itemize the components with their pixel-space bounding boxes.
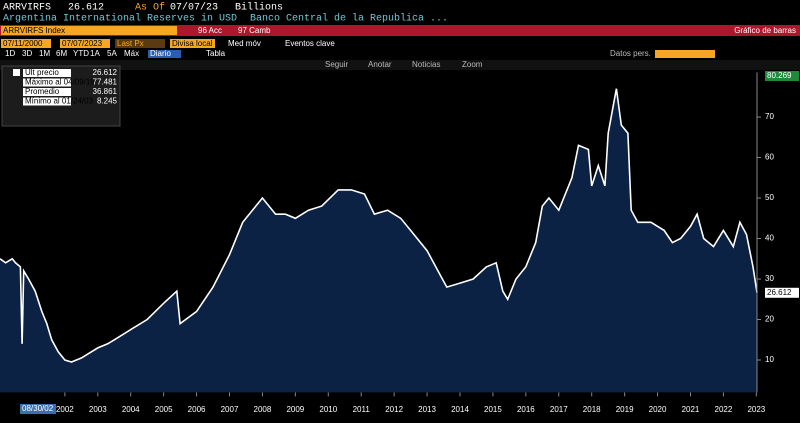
security[interactable]: ARRVIRFS Index <box>3 26 65 35</box>
price: 26.612 <box>68 3 104 14</box>
x-tick-label: 2011 <box>353 405 371 414</box>
x-tick-label: 2015 <box>484 405 502 414</box>
legend-label-bg <box>23 78 71 87</box>
period[interactable]: YTD <box>73 49 89 58</box>
as-of-label: As Of <box>135 2 165 14</box>
legend-value: 36.861 <box>93 87 118 96</box>
period[interactable]: 1M <box>39 49 50 58</box>
start-date[interactable]: 07/11/2000 <box>3 39 43 48</box>
moving-avg[interactable]: Med móv <box>228 39 261 48</box>
x-tick-label: 2007 <box>221 405 239 414</box>
x-tick-label: 2008 <box>254 405 272 414</box>
legend-value: 77.481 <box>93 78 118 87</box>
line <box>0 88 758 363</box>
area <box>0 88 757 393</box>
tool[interactable]: Seguir <box>325 60 348 69</box>
legend-label: Promedio <box>25 87 60 96</box>
tool[interactable]: Zoom <box>462 60 483 69</box>
frequency[interactable]: Diario <box>150 49 171 58</box>
end-date-box[interactable] <box>60 39 110 48</box>
last-value-label: 26.612 <box>767 288 792 297</box>
y-tick-label: 40 <box>765 234 774 243</box>
legend-label-bg <box>23 69 71 77</box>
toolbar-bar <box>0 25 800 36</box>
x-tick-label: 2005 <box>155 405 173 414</box>
table[interactable]: Tabla <box>206 49 226 58</box>
period[interactable]: 1D <box>5 49 15 58</box>
legend-label-bg <box>23 88 71 96</box>
x-tick-label: 2016 <box>517 405 535 414</box>
y-tick-label: 50 <box>765 193 774 202</box>
top-label-box <box>765 71 799 81</box>
last-value-box <box>765 287 799 298</box>
legend-label: Últ precio <box>25 68 59 77</box>
action[interactable]: 97 Camb <box>238 26 271 35</box>
cursor-date-box <box>20 404 56 414</box>
field[interactable]: Last Px <box>117 39 144 48</box>
top-label: 80.269 <box>767 71 792 80</box>
security-box[interactable] <box>1 26 177 35</box>
legend-value: 8.245 <box>97 97 118 106</box>
y-tick-label: 70 <box>765 112 774 121</box>
x-tick-label: 2010 <box>319 405 337 414</box>
period[interactable]: Máx <box>124 49 139 58</box>
frequency-box[interactable] <box>148 50 181 58</box>
description: Argentina International Reserves in USD <box>3 13 237 25</box>
currency-box[interactable] <box>170 39 215 48</box>
legend-label: Máximo al 04/09/19 <box>25 78 95 87</box>
x-tick-label: 2014 <box>451 405 469 414</box>
currency[interactable]: Divisa local <box>172 39 213 48</box>
x-tick-label: 2013 <box>418 405 436 414</box>
x-tick-label: 2003 <box>89 405 107 414</box>
x-tick-label: 2012 <box>385 405 403 414</box>
cursor-date: 08/30/02 <box>22 404 54 413</box>
x-tick-label: 2004 <box>122 405 140 414</box>
events[interactable]: Eventos clave <box>285 39 335 48</box>
x-tick-label: 2006 <box>188 405 206 414</box>
custom-data-box[interactable] <box>655 50 715 58</box>
y-tick-label: 10 <box>765 355 774 364</box>
as-of-date: 07/07/23 <box>170 2 218 14</box>
period[interactable]: 5A <box>107 49 117 58</box>
x-tick-label: 2002 <box>56 405 74 414</box>
period[interactable]: 1A <box>90 49 100 58</box>
x-tick-label: 2009 <box>286 405 304 414</box>
chart-type[interactable]: Gráfico de barras <box>734 26 796 35</box>
legend-label: Mínimo al 01/24/03 <box>25 97 94 106</box>
x-tick-label: 2020 <box>649 405 667 414</box>
x-tick-label: 2018 <box>583 405 601 414</box>
action[interactable]: 96 Acc <box>198 26 222 35</box>
y-tick-label: 60 <box>765 153 774 162</box>
x-tick-label: 2017 <box>550 405 568 414</box>
period[interactable]: 3D <box>22 49 32 58</box>
x-tick-label: 2022 <box>715 405 733 414</box>
start-date-box[interactable] <box>1 39 51 48</box>
legend-value: 26.612 <box>93 68 118 77</box>
chart-toolbar <box>0 60 800 70</box>
x-tick-label: 2023 <box>747 405 765 414</box>
source: Banco Central de la Republica ... <box>250 13 448 25</box>
x-tick-label: 2019 <box>616 405 634 414</box>
y-tick-label: 20 <box>765 315 774 324</box>
units: Billions <box>235 2 283 14</box>
tool[interactable]: Noticias <box>412 60 440 69</box>
end-date[interactable]: 07/07/2023 <box>62 39 103 48</box>
ticker: ARRVIRFS <box>3 3 51 14</box>
period[interactable]: 6M <box>56 49 67 58</box>
legend-swatch <box>13 69 20 76</box>
custom-data[interactable]: Datos pers. <box>610 49 651 58</box>
x-tick-label: 2021 <box>682 405 700 414</box>
field-box[interactable] <box>115 39 165 48</box>
y-tick-label: 30 <box>765 274 774 283</box>
tool[interactable]: Anotar <box>368 60 392 69</box>
legend-label-bg <box>23 97 71 106</box>
